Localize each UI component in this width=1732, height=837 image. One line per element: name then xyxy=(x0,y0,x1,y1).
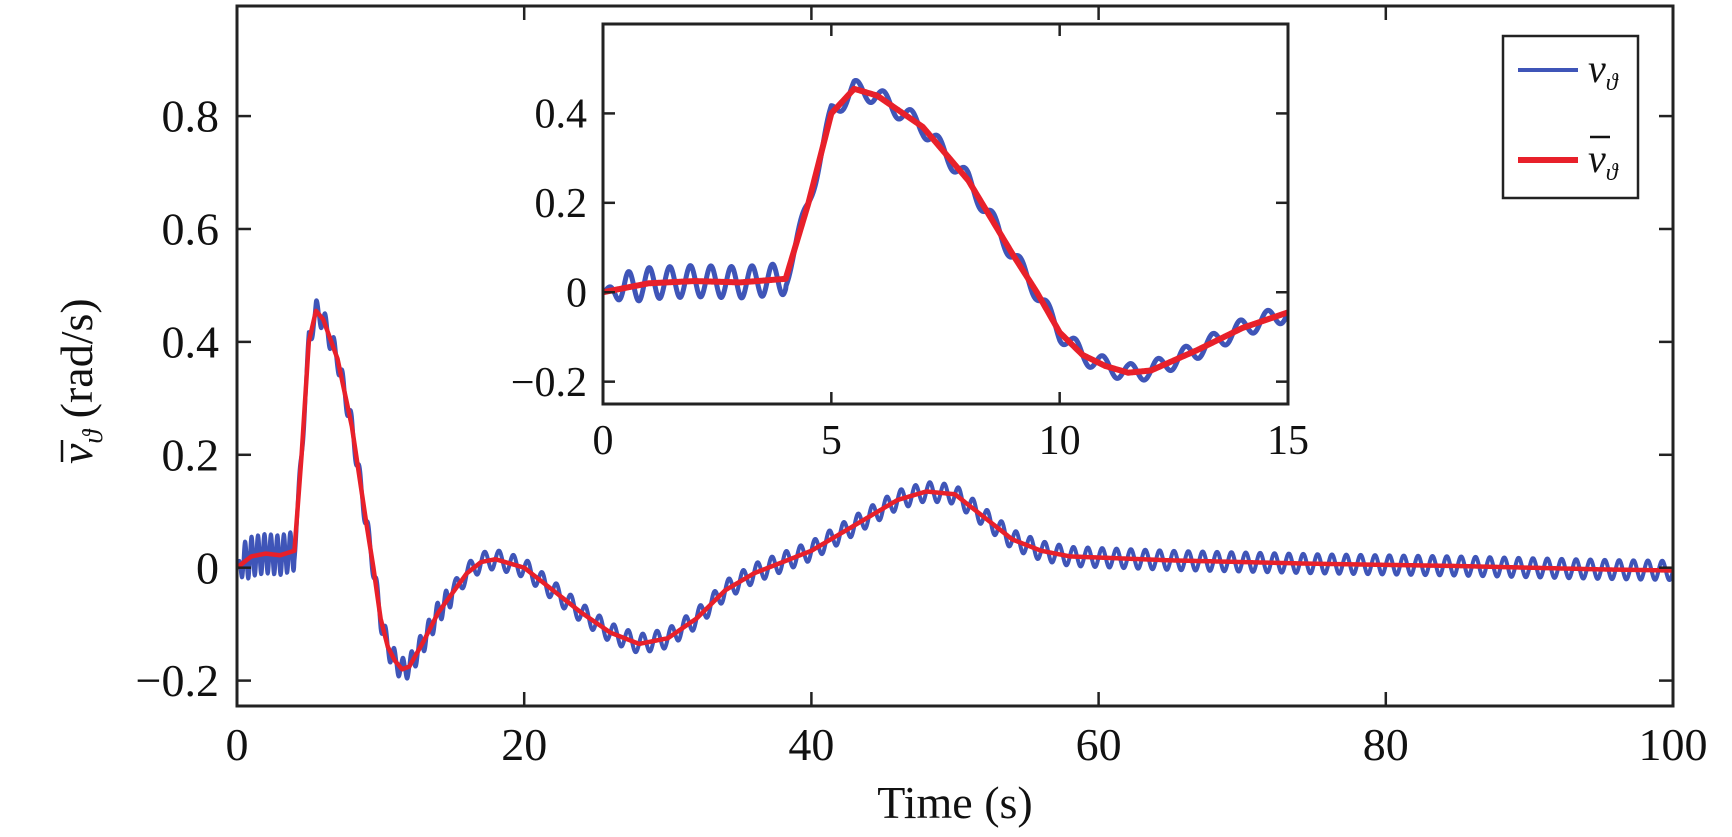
y-axis-title-symbol: v xyxy=(51,443,102,464)
inset-y-tick-label: 0 xyxy=(566,271,587,317)
inset-y-tick-label: 0.4 xyxy=(535,92,588,138)
main-x-tick-label: 20 xyxy=(501,719,547,770)
inset-plot-frame xyxy=(601,22,1290,406)
y-axis-title-subscript: ϑ xyxy=(78,429,109,444)
legend-box xyxy=(1501,34,1640,200)
y-axis-title-unit: (rad/s) xyxy=(51,298,102,418)
main-plot: 0 20 40 60 80 100−0.200.20.40.60.8 Time (s) v… xyxy=(51,4,1708,828)
main-x-tick-label: 80 xyxy=(1363,719,1409,770)
main-plot-frame xyxy=(235,4,1675,708)
inset-x-tick-label: 10 xyxy=(1039,418,1081,464)
main-x-tick-label: 100 xyxy=(1639,719,1708,770)
main-y-tick-label: 0.4 xyxy=(162,317,220,368)
main-x-tick-label: 40 xyxy=(788,719,834,770)
inset-tick-labels-layer: 0 5 10 15−0.200.20.4 xyxy=(511,92,1309,464)
inset-plot: 0 5 10 15−0.200.20.4 xyxy=(511,22,1309,464)
inset-ticks-layer xyxy=(601,24,1290,404)
x-axis-title: Time (s) xyxy=(877,777,1033,828)
main-series-layer xyxy=(237,298,1673,681)
main-ticks-layer xyxy=(235,6,1675,706)
main-tick-labels-layer: 0 20 40 60 80 100−0.200.20.40.60.8 xyxy=(136,91,1708,770)
main-x-tick-label: 60 xyxy=(1076,719,1122,770)
main-series-filtered-line xyxy=(237,308,1673,672)
legend: vϑ vϑ xyxy=(1501,34,1640,200)
inset-y-tick-label: 0.2 xyxy=(535,181,588,227)
y-axis-title: vϑ (rad/s) xyxy=(51,298,109,464)
main-x-tick-label: 0 xyxy=(226,719,249,770)
inset-y-tick-label: −0.2 xyxy=(511,360,587,406)
svg-text:vϑ (rad/s): vϑ (rad/s) xyxy=(51,298,109,464)
inset-x-tick-label: 15 xyxy=(1267,418,1309,464)
inset-x-tick-label: 5 xyxy=(821,418,842,464)
inset-series-layer xyxy=(603,77,1288,383)
main-y-tick-label: 0.8 xyxy=(162,91,220,142)
main-y-tick-label: 0.6 xyxy=(162,204,220,255)
inset-x-tick-label: 0 xyxy=(593,418,614,464)
main-y-tick-label: 0 xyxy=(196,542,219,593)
inset-background xyxy=(603,24,1288,404)
main-y-tick-label: −0.2 xyxy=(136,655,219,706)
inset-series-filtered-line xyxy=(603,85,1288,376)
legend-label-raw: vϑ xyxy=(1588,46,1619,96)
legend-label-filtered: vϑ xyxy=(1588,136,1619,186)
main-y-tick-label: 0.2 xyxy=(162,429,220,480)
